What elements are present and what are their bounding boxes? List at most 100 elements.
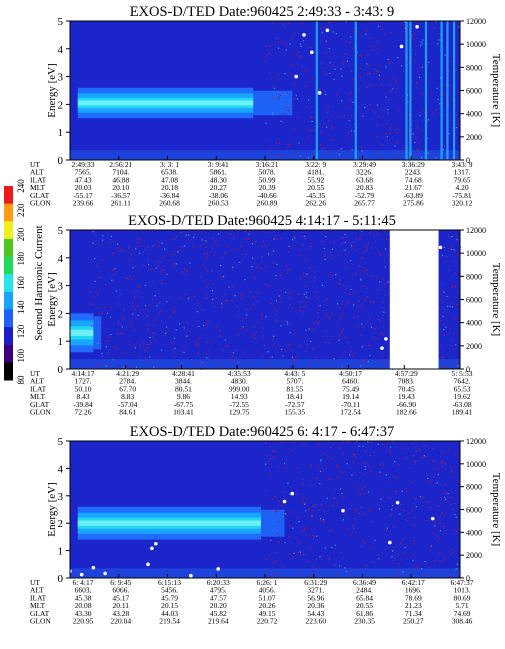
temperature-point	[294, 74, 299, 79]
ephemeris-cell: 3:22: 9	[305, 160, 326, 169]
ephemeris-cell: 51.07	[259, 593, 276, 602]
ephemeris-cell: 4:57:29	[395, 369, 418, 378]
temperature-tick: 6000	[466, 506, 482, 515]
ephemeris-row-label: ILAT	[30, 175, 47, 184]
ephemeris-cell: 55.92	[307, 175, 324, 184]
ephemeris-cell: 3: 3: 1	[160, 160, 179, 169]
ephemeris-cell: -38.06	[209, 191, 229, 200]
ephemeris-cell: 21.23	[405, 601, 422, 610]
ephemeris-cell: 20.36	[307, 601, 324, 610]
ephemeris-row-label: GLAT	[30, 191, 50, 200]
ephemeris-cell: 261.11	[111, 199, 132, 208]
ephemeris-cell: 3844.	[175, 377, 192, 386]
ephemeris-cell: 45.17	[112, 593, 129, 602]
ephemeris-cell: 8.83	[121, 392, 134, 401]
ephemeris-cell: 6066.	[112, 586, 129, 595]
ephemeris-cell: 6: 4:17	[72, 578, 93, 587]
ephemeris-cell: 239.66	[73, 199, 94, 208]
ephemeris-cell: -72.55	[229, 400, 249, 409]
ephemeris-cell: 1013.	[454, 586, 471, 595]
temperature-point	[430, 516, 435, 521]
ephemeris-cell: 4795.	[210, 586, 227, 595]
temperature-tick: 6000	[466, 296, 482, 305]
temperature-point	[146, 562, 150, 567]
ephemeris-cell: -36.84	[160, 191, 180, 200]
energy-tick: 1	[58, 336, 64, 348]
temperature-point	[154, 541, 158, 546]
colorbar-segment	[4, 238, 13, 258]
spectrogram-panels: EXOS-D/TED Date:960425 2:49:33 - 3:43: 9…	[30, 4, 502, 626]
ephemeris-row-label: UT	[30, 160, 40, 169]
ephemeris-cell: 43.30	[75, 609, 92, 618]
colorbar-tick: 80	[16, 375, 26, 385]
ephemeris-cell: 63.68	[356, 175, 373, 184]
colorbar-segment	[4, 186, 13, 205]
ephemeris-cell: 182.66	[396, 408, 417, 417]
energy-tick: 5	[58, 225, 64, 237]
ephemeris-cell: -72.57	[285, 400, 305, 409]
colorbar-segment	[4, 362, 13, 381]
ephemeris-cell: 47.08	[161, 175, 178, 184]
temperature-tick: 8000	[466, 63, 482, 72]
ephemeris-cell: 47.57	[210, 593, 227, 602]
energy-tick: 5	[58, 16, 64, 28]
colorbar: 80 100 120 140 160 180 200 220 240 Second Harmoni…	[4, 179, 45, 385]
ephemeris-cell: 7642.	[454, 377, 471, 386]
ephemeris-cell: -55.17	[73, 191, 93, 200]
colorbar-tick: 220	[16, 203, 26, 217]
vertical-spike	[424, 21, 428, 160]
panel-title: EXOS-D/TED Date:960425 6: 4:17 - 6:47:37	[130, 424, 395, 440]
ephemeris-cell: 20.26	[259, 601, 276, 610]
data-gap	[389, 230, 439, 369]
ephemeris-cell: -67.75	[174, 400, 194, 409]
ion-band	[70, 329, 94, 336]
ephemeris-cell: 19.62	[454, 392, 471, 401]
temperature-tick: 12000	[466, 17, 486, 26]
ephemeris-cell: 14.93	[231, 392, 248, 401]
ephemeris-cell: 2484.	[356, 586, 373, 595]
energy-tick: 3	[58, 281, 64, 293]
ephemeris-cell: 3:16:21	[256, 160, 279, 169]
ephemeris-cell: 6:42:17	[402, 578, 425, 587]
ephemeris-cell: 2:49:33	[72, 160, 95, 169]
ephemeris-cell: 4:43: 5	[284, 369, 305, 378]
ephemeris-cell: 262.26	[305, 199, 326, 208]
ephemeris-row-label: MLT	[30, 601, 46, 610]
energy-tick: 3	[58, 72, 64, 84]
ephemeris-cell: 74.68	[405, 175, 422, 184]
energy-tick: 3	[58, 491, 64, 503]
ephemeris-cell: 7083.	[398, 377, 415, 386]
energy-tick: 0	[58, 364, 64, 376]
ephemeris-row-label: MLT	[30, 392, 46, 401]
temperature-tick: 8000	[466, 272, 482, 281]
ephemeris-cell: 308.46	[452, 617, 473, 626]
ephemeris-cell: 5456.	[161, 586, 178, 595]
ephemeris-cell: 1696.	[405, 586, 422, 595]
ephemeris-cell: 103.41	[173, 408, 194, 417]
y-axis-label: Energy [eV]	[46, 63, 58, 117]
ephemeris-cell: 4056.	[259, 586, 276, 595]
temperature-tick: 10000	[466, 40, 486, 49]
colorbar-tick: 140	[16, 300, 26, 314]
ephemeris-row-label: MLT	[30, 183, 46, 192]
energy-tick: 2	[58, 308, 64, 320]
ephemeris-cell: 3: 9:41	[208, 160, 229, 169]
ephemeris-cell: 20.55	[356, 601, 373, 610]
vertical-spike	[446, 21, 449, 160]
ephemeris-cell: 84.61	[119, 408, 136, 417]
ephemeris-row-label: ALT	[30, 377, 44, 386]
ephemeris-cell: 4:21:29	[116, 369, 139, 378]
ephemeris-cell: 5707.	[286, 377, 303, 386]
ephemeris-row-label: UT	[30, 578, 40, 587]
energy-tick: 4	[58, 463, 64, 475]
ephemeris-cell: 20.83	[356, 183, 373, 192]
ephemeris-cell: 4.20	[455, 183, 468, 192]
ephemeris-cell: 20.20	[210, 601, 227, 610]
ephemeris-cell: 1727.	[75, 377, 92, 386]
ephemeris-cell: 21.67	[405, 183, 422, 192]
ephemeris-cell: 999.00	[229, 384, 250, 393]
temperature-tick: 10000	[466, 249, 486, 258]
ephemeris-cell: -45.35	[306, 191, 326, 200]
ephemeris-cell: 4830.	[231, 377, 248, 386]
